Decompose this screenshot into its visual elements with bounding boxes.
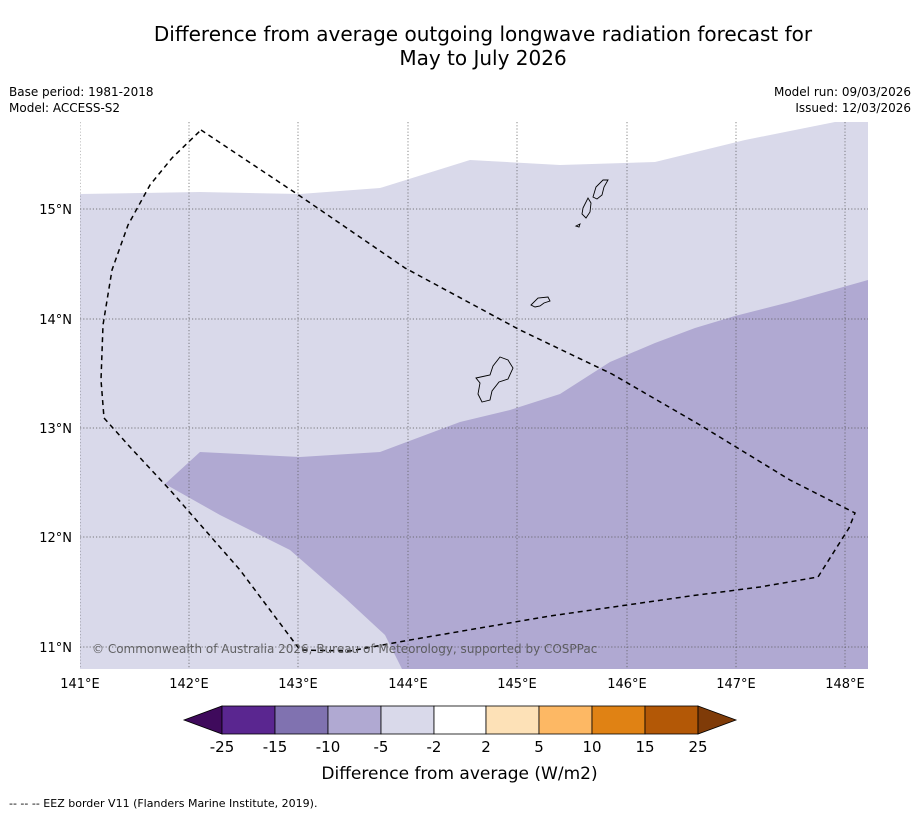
colorbar-tick-1: -25 [210, 738, 235, 756]
colorbar-tick-6: 2 [481, 738, 491, 756]
colorbar-swatches [182, 705, 738, 735]
colorbar-swatch-8 [591, 705, 646, 735]
lat-label-11: 11°N [39, 641, 72, 656]
lat-label-12: 12°N [39, 531, 72, 546]
lon-label-142: 142°E [169, 677, 209, 692]
lat-label-13: 13°N [39, 422, 72, 437]
anomaly-band-neg10-neg5 [165, 280, 868, 669]
colorbar-swatch-1 [221, 705, 276, 735]
lat-label-15: 15°N [39, 203, 72, 218]
guam-island [475, 356, 514, 403]
colorbar-tick-8: 10 [582, 738, 601, 756]
meta-right: Model run: 09/03/2026 Issued: 12/03/2026 [774, 84, 911, 116]
colorbar-label: Difference from average (W/m2) [321, 764, 598, 784]
lat-label-14: 14°N [39, 313, 72, 328]
colorbar-swatch-4 [380, 705, 435, 735]
colorbar-swatch-5 [433, 705, 487, 735]
colorbar-tick-10: 25 [688, 738, 707, 756]
copyright-text: © Commonwealth of Australia 2026, Bureau… [92, 642, 597, 656]
lon-label-148: 148°E [825, 677, 865, 692]
islands [475, 179, 609, 403]
colorbar-tick-3: -10 [316, 738, 341, 756]
latitude-labels: 15°N 14°N 13°N 12°N 11°N [39, 203, 72, 656]
colorbar-swatch-6 [485, 705, 540, 735]
colorbar-swatch-7 [538, 705, 593, 735]
eez-legend-note: -- -- -- EEZ border V11 (Flanders Marine… [9, 797, 318, 810]
lon-label-141: 141°E [60, 677, 100, 692]
lon-label-147: 147°E [716, 677, 756, 692]
title-line-1: Difference from average outgoing longwav… [153, 22, 813, 46]
colorbar-tick-9: 15 [635, 738, 654, 756]
lon-label-145: 145°E [497, 677, 537, 692]
lon-label-143: 143°E [278, 677, 318, 692]
meta-left: Base period: 1981-2018 Model: ACCESS-S2 [9, 84, 154, 116]
colorbar-swatch-3 [327, 705, 382, 735]
colorbar-tick-5: -2 [427, 738, 442, 756]
aguijan-island [574, 223, 581, 228]
colorbar-tick-7: 5 [534, 738, 544, 756]
chart-title: Difference from average outgoing longwav… [0, 22, 919, 70]
colorbar-extend-high [697, 705, 738, 735]
tinian-island [581, 197, 592, 219]
colorbar-swatch-2 [274, 705, 329, 735]
colorbar-extend-low [182, 705, 223, 735]
gridlines [80, 122, 868, 669]
map-svg[interactable]: © Commonwealth of Australia 2026, Bureau… [0, 0, 919, 700]
colorbar-tick-4: -5 [374, 738, 389, 756]
eez-border [100, 129, 856, 652]
longitude-labels: 141°E 142°E 143°E 144°E 145°E 146°E 147°… [60, 677, 865, 692]
model-run-label: Model run: 09/03/2026 [773, 85, 911, 99]
map-container: © Commonwealth of Australia 2026, Bureau… [0, 0, 919, 700]
lon-label-146: 146°E [607, 677, 647, 692]
base-period-label: Base period: 1981-2018 [9, 85, 154, 99]
rota-island [530, 296, 551, 308]
model-label: Model: ACCESS-S2 [9, 101, 121, 115]
colorbar: -25 -15 -10 -5 -2 2 5 10 15 25 [182, 705, 738, 756]
issued-label: Issued: 12/03/2026 [795, 101, 911, 115]
colorbar-tick-2: -15 [263, 738, 288, 756]
colorbar-ticks: -25 -15 -10 -5 -2 2 5 10 15 25 [210, 738, 708, 756]
map-frame: © Commonwealth of Australia 2026, Bureau… [80, 122, 868, 669]
colorbar-swatch-9 [644, 705, 699, 735]
title-line-2: May to July 2026 [399, 46, 567, 70]
lon-label-144: 144°E [388, 677, 428, 692]
saipan-island [592, 179, 609, 200]
